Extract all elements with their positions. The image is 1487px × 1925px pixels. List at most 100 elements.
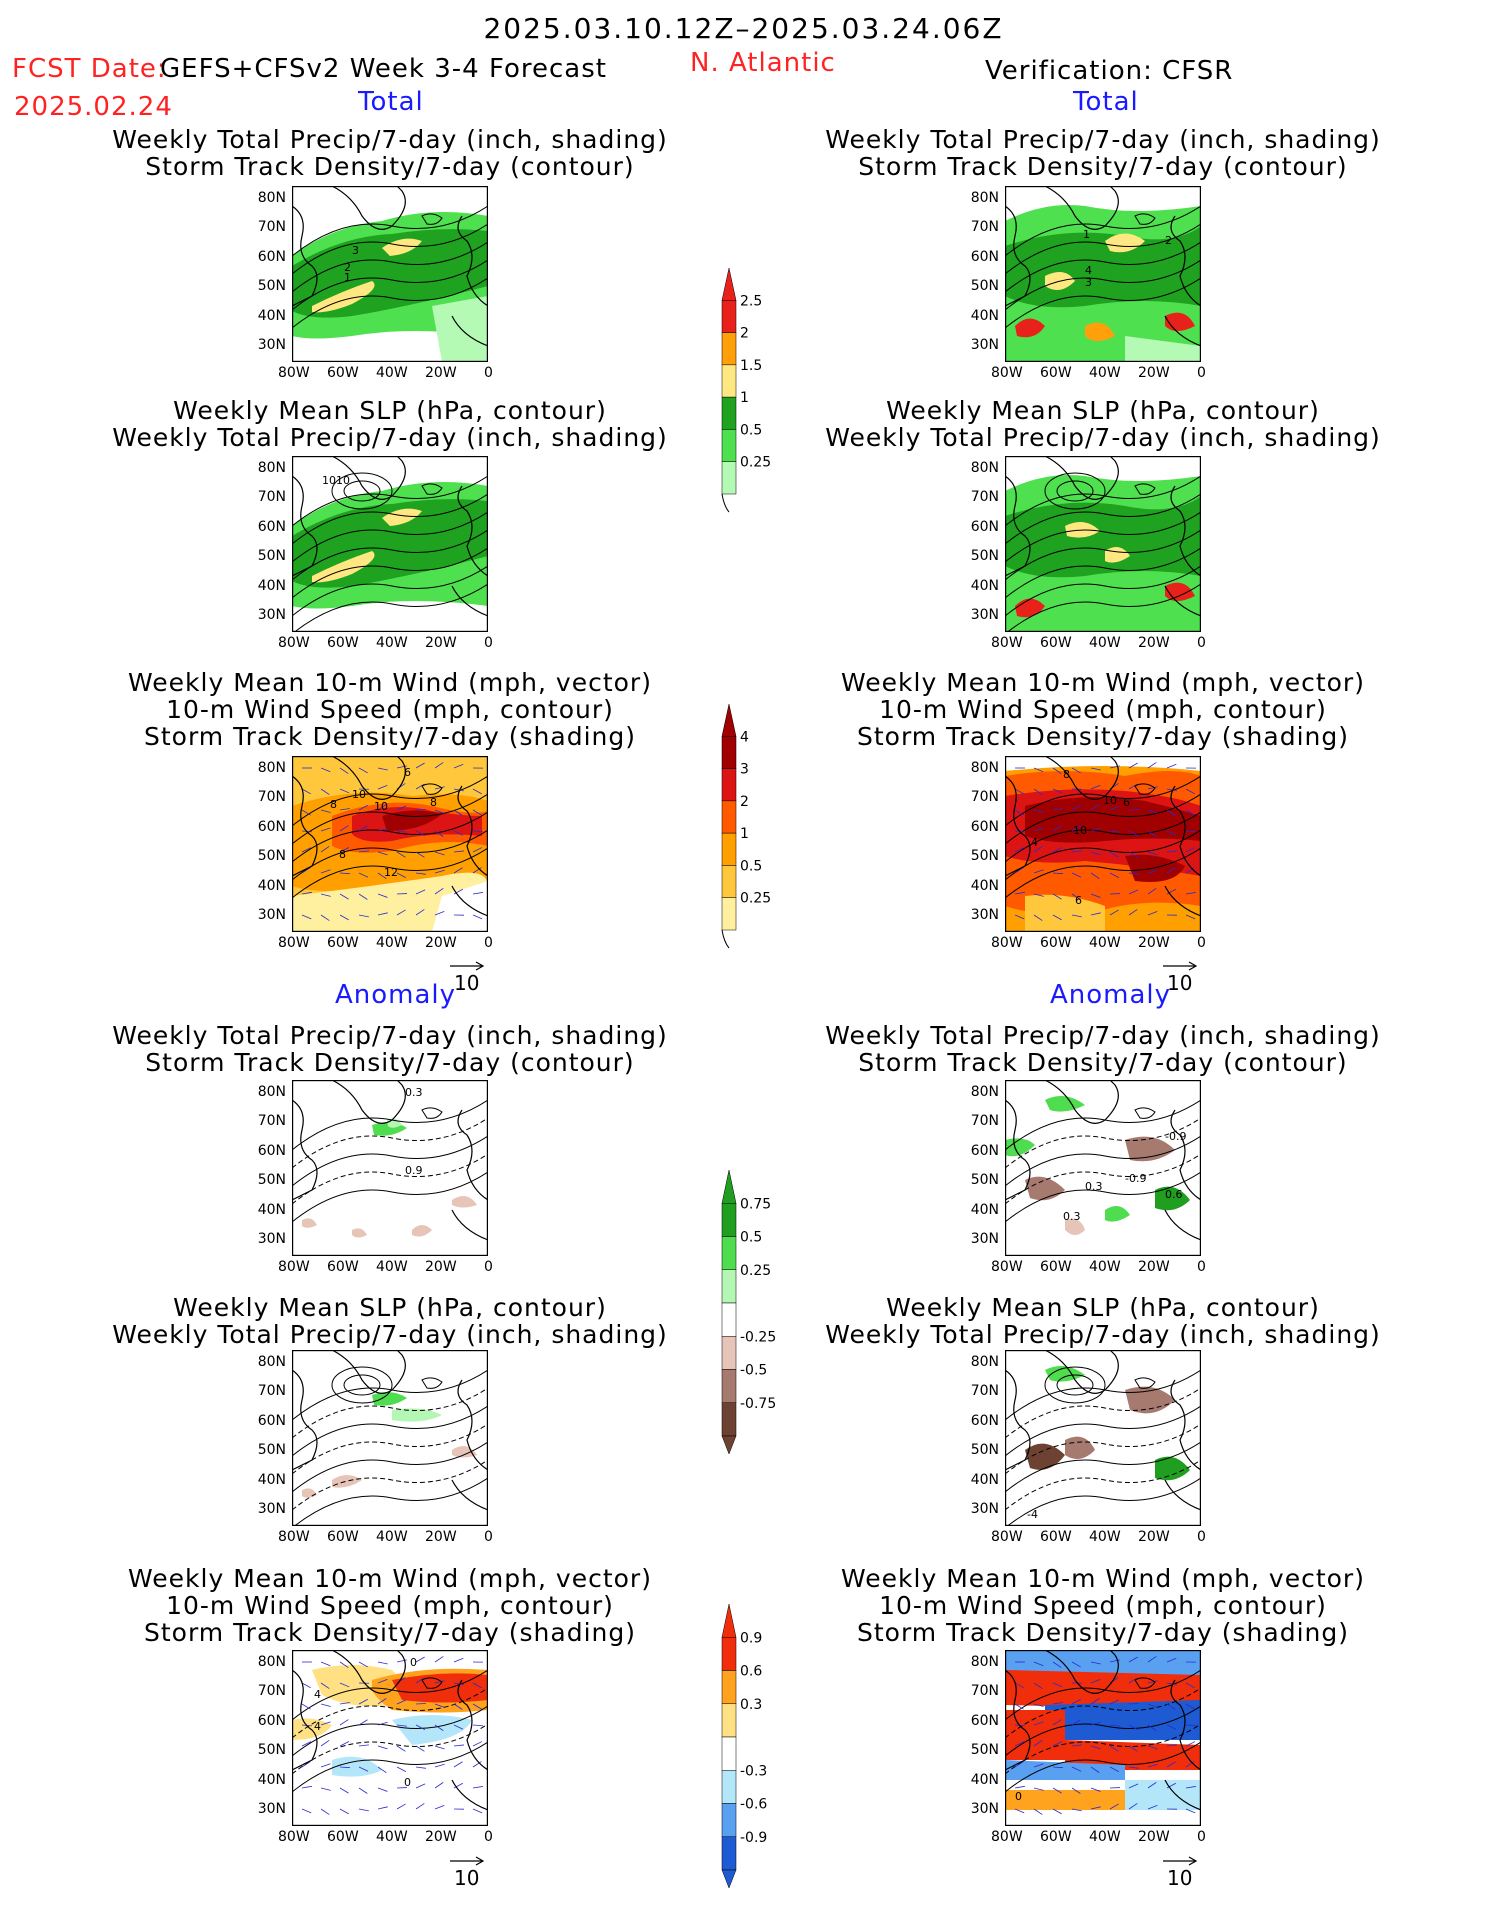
contour-layer — [291, 762, 489, 921]
lat-tick-label: 80N — [970, 1654, 999, 1670]
lat-tick-label: 30N — [970, 907, 999, 923]
title-line: Storm Track Density/7-day (contour) — [858, 152, 1348, 181]
lon-tick-label: 0 — [1197, 935, 1206, 951]
map-canvas: -4 — [1004, 1349, 1202, 1529]
legend-colorbar: 2.5 2 1.5 1 0.5 0.25 — [721, 267, 771, 513]
map-canvas — [1004, 455, 1202, 635]
coastline — [291, 185, 489, 347]
lat-tick-label: 80N — [970, 460, 999, 476]
legend-colorbar: 0.9 0.6 0.3 -0.3 -0.6 -0.9 — [721, 1603, 767, 1889]
contour-label: 8 — [330, 798, 337, 811]
lon-tick-label: 40W — [1089, 365, 1121, 381]
anomaly-label-left: Anomaly — [335, 980, 457, 1010]
lon-tick-label: 40W — [376, 1829, 408, 1845]
contour-label: 10 — [352, 788, 366, 801]
title-line: Storm Track Density/7-day (contour) — [858, 1048, 1348, 1077]
vector-ref-value: 10 — [454, 971, 479, 995]
lat-tick-label: 60N — [257, 1142, 286, 1159]
lon-tick-label: 60W — [327, 1529, 359, 1545]
title-line: Weekly Mean 10-m Wind (mph, vector) — [128, 1564, 652, 1593]
map-canvas: 0.3 0.9 — [291, 1079, 489, 1257]
lat-tick-label: 50N — [257, 1172, 286, 1189]
lat-tick-label: 30N — [257, 1501, 286, 1517]
total-label-left: Total — [358, 87, 424, 117]
contour-label: 0.3 — [405, 1086, 423, 1099]
lat-tick-label: 70N — [257, 1383, 286, 1400]
lon-tick-label: 60W — [1040, 1259, 1072, 1275]
arrow-icon: 10 — [450, 1856, 485, 1890]
contour-label: 6 — [1075, 894, 1082, 907]
vector-ref-forecast-total: 10 — [448, 960, 488, 1000]
title-line: Weekly Mean 10-m Wind (mph, vector) — [128, 668, 652, 697]
contour-label: 4 — [1085, 264, 1092, 277]
lon-tick-label: 40W — [1089, 1829, 1121, 1845]
lat-tick-label: 80N — [970, 1084, 999, 1100]
lat-tick-label: 40N — [257, 577, 286, 594]
lat-tick-label: 50N — [970, 278, 999, 295]
lat-tick-label: 40N — [257, 307, 286, 324]
lat-tick-label: 70N — [257, 1113, 286, 1130]
contour-label: 8 — [339, 848, 346, 861]
lon-tick-label: 80W — [991, 1259, 1023, 1275]
legend-label: 1 — [740, 826, 749, 842]
lon-tick-label: 80W — [278, 1259, 310, 1275]
lat-tick-label: 80N — [257, 460, 286, 476]
date-range-title: 2025.03.10.12Z–2025.03.24.06Z — [483, 12, 1004, 45]
lon-tick-label: 20W — [1138, 1259, 1170, 1275]
lat-tick-label: 70N — [970, 489, 999, 506]
map-canvas: 8 10 6 4 10 6 — [1004, 755, 1202, 933]
lon-tick-label: 0 — [484, 935, 493, 951]
legend-label: 0.25 — [740, 891, 771, 907]
shading-layer — [1005, 186, 1201, 362]
lat-tick-label: 30N — [257, 607, 286, 623]
lat-tick-label: 80N — [970, 760, 999, 776]
lat-tick-label: 60N — [970, 1712, 999, 1729]
lon-tick-label: 20W — [425, 935, 457, 951]
title-vanom-wind-storm: Weekly Mean 10-m Wind (mph, vector) 10-m… — [773, 1565, 1433, 1646]
shading-layer — [292, 456, 488, 609]
coastline — [1004, 185, 1202, 347]
coastline — [291, 1079, 489, 1241]
lat-tick-label: 80N — [257, 760, 286, 776]
legend-label: 0.5 — [740, 422, 762, 438]
lat-tick-label: 40N — [257, 1201, 286, 1218]
lon-tick-label: 60W — [1040, 1529, 1072, 1545]
lon-tick-label: 40W — [1089, 935, 1121, 951]
title-line: Storm Track Density/7-day (shading) — [856, 1618, 1350, 1647]
lat-tick-label: 30N — [970, 1501, 999, 1517]
lon-tick-label: 20W — [1138, 1829, 1170, 1845]
lat-tick-label: 60N — [970, 1412, 999, 1429]
shading-layer — [1005, 456, 1201, 632]
contour-label: 2 — [344, 261, 351, 274]
lat-tick-label: 30N — [257, 1801, 286, 1817]
contour-label: 0.6 — [1165, 1188, 1183, 1201]
lon-tick-label: 40W — [1089, 635, 1121, 651]
title-line: Weekly Mean 10-m Wind (mph, vector) — [841, 668, 1365, 697]
lat-tick-label: 40N — [970, 307, 999, 324]
contour-label: 10 — [1103, 794, 1117, 807]
title-line: Weekly Total Precip/7-day (inch, shading… — [112, 423, 668, 452]
title-fanom-precip-storm: Weekly Total Precip/7-day (inch, shading… — [60, 1022, 720, 1076]
legend-label: 0.5 — [740, 858, 762, 874]
lat-tick-label: 30N — [257, 337, 286, 353]
vector-ref-value: 10 — [1167, 1866, 1192, 1890]
lat-tick-label: 80N — [257, 1354, 286, 1370]
shading-layer — [302, 1118, 477, 1238]
contour-label: 12 — [384, 866, 398, 879]
contour-label: 0 — [410, 1656, 417, 1669]
model-title: GEFS+CFSv2 Week 3-4 Forecast — [160, 54, 607, 84]
contour-label: 2 — [1165, 234, 1172, 247]
map-canvas — [291, 1349, 489, 1529]
lat-tick-label: 60N — [970, 1142, 999, 1159]
lat-tick-label: 70N — [257, 489, 286, 506]
coastline — [291, 1349, 489, 1511]
lon-tick-label: 40W — [376, 935, 408, 951]
lon-tick-label: 40W — [1089, 1529, 1121, 1545]
lat-tick-label: 60N — [257, 248, 286, 265]
coastline — [291, 1649, 489, 1811]
legend-label: 0.25 — [740, 1263, 771, 1279]
lon-tick-label: 80W — [991, 1829, 1023, 1845]
map-fanom-wind-storm: 0 4 4 0 80N 70N 60N 50N 40N 30N 80W 60W 40W 20W 0 — [258, 1649, 493, 1844]
contour-label: 0 — [404, 1776, 411, 1789]
map-verif-slp-precip: 80N 70N 60N 50N 40N 30N 80W 60W 40W 20W 0 — [971, 455, 1206, 650]
